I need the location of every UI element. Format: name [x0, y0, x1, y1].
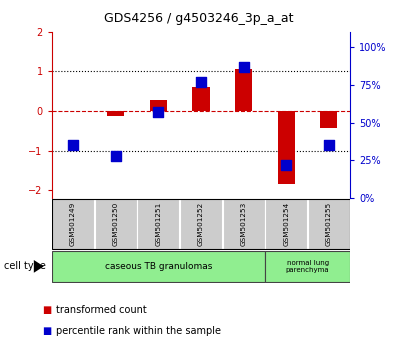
Bar	[265, 199, 307, 249]
Text: GSM501254: GSM501254	[283, 202, 289, 246]
Text: cell type: cell type	[4, 261, 46, 272]
Point	[70, 142, 76, 148]
Bar	[137, 199, 179, 249]
Bar	[107, 111, 124, 116]
Text: caseous TB granulomas: caseous TB granulomas	[105, 262, 212, 271]
Bar	[180, 199, 222, 249]
Bar	[308, 199, 350, 249]
Text: ■: ■	[42, 326, 51, 336]
Point	[198, 79, 204, 85]
Text: normal lung
parenchyma: normal lung parenchyma	[286, 259, 330, 273]
Text: GSM501253: GSM501253	[241, 202, 247, 246]
Bar	[320, 111, 338, 128]
Text: GSM501251: GSM501251	[155, 202, 161, 246]
Bar	[52, 199, 94, 249]
Text: GDS4256 / g4503246_3p_a_at: GDS4256 / g4503246_3p_a_at	[104, 12, 294, 25]
Point	[113, 153, 119, 159]
Bar	[235, 69, 252, 111]
Text: GSM501252: GSM501252	[198, 202, 204, 246]
Point	[326, 142, 332, 148]
Text: GSM501250: GSM501250	[113, 202, 119, 246]
Bar	[278, 111, 295, 184]
Text: ■: ■	[42, 305, 51, 315]
Text: percentile rank within the sample: percentile rank within the sample	[56, 326, 221, 336]
Point	[155, 109, 162, 115]
Bar	[265, 251, 350, 281]
Bar	[95, 199, 137, 249]
Bar	[193, 86, 209, 111]
Text: GSM501255: GSM501255	[326, 202, 332, 246]
Bar	[222, 199, 265, 249]
Point	[240, 64, 247, 69]
Text: transformed count: transformed count	[56, 305, 146, 315]
Bar	[52, 251, 265, 281]
Text: GSM501249: GSM501249	[70, 202, 76, 246]
Bar	[150, 100, 167, 111]
Point	[283, 162, 289, 168]
Polygon shape	[34, 260, 44, 273]
